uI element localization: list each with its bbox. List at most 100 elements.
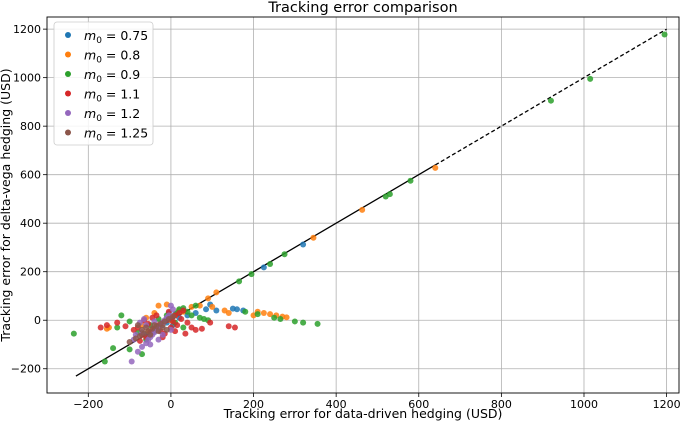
data-point-series-4 — [167, 326, 174, 333]
x-tick-label: 400 — [326, 398, 347, 411]
y-tick-label: 800 — [20, 120, 41, 133]
data-point-series-4 — [147, 341, 154, 348]
data-point-series-2 — [547, 97, 554, 104]
legend-entry-label: m0 = 0.75 — [84, 28, 148, 46]
x-tick-label: 200 — [243, 398, 264, 411]
data-point-series-1 — [267, 311, 274, 318]
legend-marker — [65, 110, 71, 116]
y-axis-label: Tracking error for delta-vega hedging (U… — [0, 68, 13, 342]
data-point-series-3 — [122, 323, 129, 330]
data-point-series-0 — [203, 306, 210, 313]
x-tick-label: −200 — [73, 398, 103, 411]
data-point-series-2 — [236, 278, 243, 285]
data-point-series-1 — [310, 234, 317, 241]
data-point-series-1 — [155, 302, 162, 309]
data-point-series-2 — [300, 319, 307, 326]
data-point-series-5 — [169, 313, 176, 320]
data-point-series-1 — [432, 164, 439, 171]
data-point-series-3 — [198, 325, 205, 332]
legend-marker — [65, 51, 71, 58]
data-point-series-0 — [260, 264, 267, 271]
axis-ticks: −200 0 200 400 600 800 1000 1200 −200 0 200 400 600 8… — [11, 23, 681, 411]
legend-box — [53, 21, 154, 146]
data-point-series-0 — [300, 241, 307, 248]
data-point-series-2 — [254, 311, 261, 318]
chart-title: Tracking error comparison — [267, 0, 457, 16]
data-point-series-1 — [260, 309, 267, 316]
x-tick-label: 600 — [408, 398, 429, 411]
data-point-series-1 — [205, 295, 212, 302]
data-point-series-3 — [97, 324, 104, 331]
x-tick-label: 1000 — [570, 398, 598, 411]
data-point-series-2 — [242, 308, 249, 315]
data-point-series-4 — [155, 336, 162, 343]
data-point-series-2 — [70, 330, 77, 337]
x-tick-label: 1200 — [653, 398, 681, 411]
data-point-series-2 — [188, 312, 195, 319]
legend-marker — [65, 71, 71, 77]
data-point-series-4 — [169, 306, 176, 313]
data-point-series-2 — [277, 316, 284, 323]
data-point-series-2 — [314, 320, 321, 327]
data-point-series-4 — [139, 343, 146, 350]
data-point-series-3 — [103, 322, 110, 329]
legend-marker — [65, 129, 71, 136]
data-point-series-1 — [209, 303, 216, 310]
data-point-series-0 — [234, 306, 241, 313]
data-point-series-3 — [180, 307, 187, 314]
y-tick-label: −200 — [11, 363, 41, 376]
y-tick-label: 600 — [20, 169, 41, 182]
data-point-series-3 — [153, 312, 160, 319]
data-point-series-5 — [126, 339, 133, 346]
data-point-series-2 — [661, 31, 668, 38]
legend-entry-label: m0 = 1.1 — [84, 87, 140, 105]
data-point-series-4 — [159, 331, 166, 338]
data-point-series-2 — [267, 260, 274, 267]
data-point-series-2 — [114, 324, 121, 331]
data-point-series-2 — [126, 346, 133, 353]
data-point-series-3 — [182, 330, 189, 337]
legend-entry-label: m0 = 0.9 — [84, 67, 140, 85]
data-point-series-4 — [141, 316, 148, 323]
data-point-series-2 — [407, 177, 414, 184]
y-tick-label: 400 — [20, 217, 41, 230]
data-point-series-4 — [128, 358, 135, 365]
x-axis-label: Tracking error for data-driven hedging (… — [223, 406, 503, 421]
data-point-series-5 — [151, 322, 158, 329]
y-tick-label: 0 — [34, 314, 41, 327]
data-point-series-3 — [114, 319, 121, 326]
plot-frame — [46, 16, 680, 394]
data-point-series-5 — [147, 331, 154, 338]
data-point-series-2 — [248, 271, 255, 278]
data-point-series-5 — [139, 326, 146, 333]
data-point-series-2 — [110, 345, 117, 352]
y-tick-label: 1000 — [13, 72, 41, 85]
data-point-series-3 — [207, 319, 214, 326]
data-point-series-3 — [192, 326, 199, 333]
y-tick-label: 1200 — [13, 23, 41, 36]
data-point-series-4 — [134, 348, 141, 355]
x-tick-label: 800 — [491, 398, 512, 411]
data-point-series-2 — [382, 193, 389, 200]
data-point-series-2 — [271, 314, 278, 321]
data-points — [70, 31, 668, 365]
legend-entry-label: m0 = 1.2 — [84, 106, 140, 124]
data-point-series-1 — [196, 302, 203, 309]
data-point-series-3 — [174, 322, 181, 329]
grid-lines — [47, 17, 679, 393]
data-point-series-2 — [118, 312, 125, 319]
data-point-series-1 — [213, 289, 220, 296]
data-point-series-2 — [291, 318, 298, 325]
data-point-series-2 — [180, 324, 187, 331]
data-point-series-5 — [163, 326, 170, 333]
data-point-series-2 — [587, 75, 594, 82]
data-point-series-1 — [225, 309, 232, 316]
data-point-series-1 — [359, 206, 366, 213]
x-tick-label: 0 — [167, 398, 174, 411]
legend-entry-label: m0 = 0.8 — [84, 48, 140, 66]
data-point-series-3 — [178, 316, 185, 323]
legend-entry-label: m0 = 1.25 — [84, 126, 148, 144]
data-point-series-3 — [231, 324, 238, 331]
